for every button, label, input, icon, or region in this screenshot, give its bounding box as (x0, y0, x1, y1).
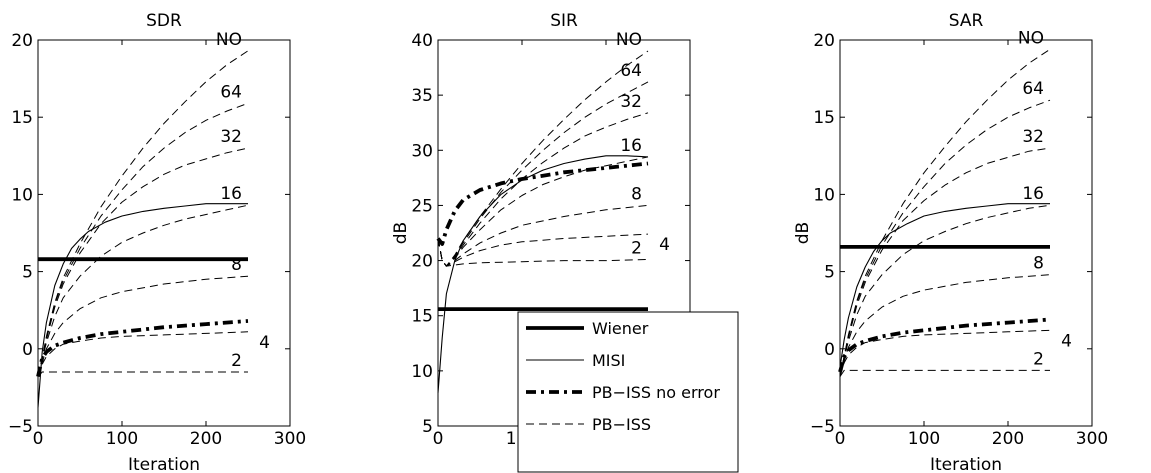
panel-sdr-series-pb-iss-no (37, 50, 249, 377)
panel-sdr-ytick-label-5: −5 (8, 417, 33, 437)
panel-sar-curve-label-2: 2 (1033, 349, 1044, 369)
panel-sdr-series-pb-iss-no-error (36, 319, 249, 378)
panel-sdr-series-pb-iss-32 (37, 147, 249, 377)
panel-sar-curve-label-32: 32 (1022, 127, 1044, 147)
panel-sar-curve-label-8: 8 (1033, 254, 1044, 274)
panel-sdr-xtick-label-0: 0 (33, 429, 44, 449)
panel-sir-xtick-label-0: 0 (433, 429, 444, 449)
panel-sar-series-pb-iss-8 (839, 274, 1051, 377)
panel-sar-ytick-label-5: −5 (810, 417, 835, 437)
panel-sir-curve-label-8: 8 (631, 184, 642, 204)
panel-sir-series-misi (437, 155, 649, 393)
panel-sar-ylabel: dB (793, 222, 813, 244)
panel-sdr-series-pb-iss-4 (37, 331, 249, 377)
panel-sdr-frame (37, 39, 291, 427)
panel-sdr-ytick-label-0: 0 (22, 340, 33, 360)
panel-sir-title: SIR (550, 11, 578, 31)
panel-sar-title: SAR (949, 11, 984, 31)
panel-sir-series-pb-iss-32 (437, 112, 649, 267)
panel-sdr-curve-label-no: NO (216, 30, 242, 50)
panel-sar-ytick-label-5: 5 (824, 263, 835, 283)
panel-sar-curve-label-4: 4 (1061, 331, 1072, 351)
panel-sar-ytick-label-10: 10 (813, 185, 835, 205)
panel-sir-legend-label-pb-iss: PB−ISS (592, 415, 651, 434)
panel-sir-legend-label-pb-iss-no-error: PB−ISS no error (592, 383, 720, 402)
panel-sir-curve-label-2: 2 (631, 238, 642, 258)
panel-sar-xtick-label-100: 100 (908, 429, 940, 449)
panel-sir-curve-label-16: 16 (620, 136, 642, 156)
panel-sir-ytick-label-30: 30 (411, 141, 433, 161)
panel-sar-curve-label-64: 64 (1022, 79, 1044, 99)
panel-sdr-curve-label-64: 64 (220, 82, 242, 102)
panel-sir-ytick-label-20: 20 (411, 252, 433, 272)
panel-sar-series-pb-iss-2 (839, 369, 1050, 377)
panel-sdr-series-misi (37, 203, 248, 408)
panel-sar-series-pb-iss-16 (839, 204, 1051, 377)
panel-sar-ytick-label-0: 0 (824, 340, 835, 360)
panel-sdr-curve-label-8: 8 (231, 255, 242, 275)
panel-sdr-xtick-label-100: 100 (106, 429, 138, 449)
panel-sdr-ytick-label-20: 20 (11, 31, 33, 51)
panel-sar-series-misi (839, 203, 1050, 368)
panel-sar-series-pb-iss-4 (839, 329, 1051, 377)
panel-sar-series-pb-iss-64 (839, 99, 1051, 377)
panel-sir-series-pb-iss-8 (437, 204, 649, 267)
panel-sdr-ytick-label-15: 15 (11, 108, 33, 128)
panel-sir-ytick-label-5: 5 (422, 417, 433, 437)
panel-sdr-curve-label-32: 32 (220, 127, 242, 147)
panel-sar-ytick-label-20: 20 (813, 31, 835, 51)
panel-sir-series-pb-iss-2 (437, 238, 649, 267)
panel-sdr-series-pb-iss-8 (37, 275, 249, 377)
panel-sar-frame (839, 39, 1093, 427)
panel-sir-curve-label-32: 32 (620, 92, 642, 112)
panel-sdr-ytick-label-10: 10 (11, 185, 33, 205)
panel-sir-ylabel: dB (391, 222, 411, 244)
panel-sdr-xtick-label-300: 300 (274, 429, 306, 449)
panel-sdr-series-pb-iss-2 (37, 371, 248, 377)
panel-sdr-xlabel: Iteration (128, 455, 200, 473)
panel-sdr-curve-label-4: 4 (259, 333, 270, 353)
panel-sar-ytick-label-15: 15 (813, 108, 835, 128)
panel-sir-legend: Wiener MISI PB−ISS no error PB−ISS (517, 311, 739, 473)
panel-sdr-title: SDR (146, 11, 182, 31)
panel-sdr-ytick-label-5: 5 (22, 263, 33, 283)
panel-sir-ytick-label-40: 40 (411, 31, 433, 51)
panel-sar-series-pb-iss-32 (839, 147, 1051, 377)
panel-sar-xtick-label-300: 300 (1076, 429, 1108, 449)
panel-sar-xtick-label-200: 200 (992, 429, 1024, 449)
panel-sir-ytick-label-25: 25 (411, 196, 433, 216)
panel-sar-series-pb-iss-no-error (838, 317, 1051, 373)
panel-sar-curve-label-no: NO (1018, 28, 1044, 48)
panel-sir-legend-label-misi: MISI (592, 351, 625, 370)
panel-sir-ytick-label-35: 35 (411, 86, 433, 106)
panel-sdr-xtick-label-200: 200 (190, 429, 222, 449)
panel-sdr-curve-label-16: 16 (220, 184, 242, 204)
panel-sar-xtick-label-0: 0 (835, 429, 846, 449)
panel-sir-ytick-label-10: 10 (411, 362, 433, 382)
panel-sdr-series-pb-iss-16 (37, 204, 249, 377)
panel-sir: SIR0100200300510152025303540IterationdBN… (391, 11, 739, 473)
panel-sir-ytick-label-15: 15 (411, 307, 433, 327)
panel-sir-curve-label-64: 64 (620, 61, 642, 81)
panel-sir-series-pb-iss-no-error (436, 161, 649, 246)
panel-sdr-curve-label-2: 2 (231, 351, 242, 371)
panel-sir-legend-label-wiener: Wiener (592, 319, 649, 338)
panel-sar-series-pb-iss-no (839, 48, 1051, 377)
panel-sar-xlabel: Iteration (930, 455, 1002, 473)
panel-sir-curve-label-4: 4 (659, 235, 670, 255)
panel-sir-curve-label-no: NO (616, 30, 642, 50)
panel-sar-curve-label-16: 16 (1022, 184, 1044, 204)
